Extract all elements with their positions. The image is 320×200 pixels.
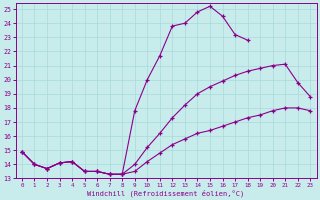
X-axis label: Windchill (Refroidissement éolien,°C): Windchill (Refroidissement éolien,°C) (87, 189, 245, 197)
